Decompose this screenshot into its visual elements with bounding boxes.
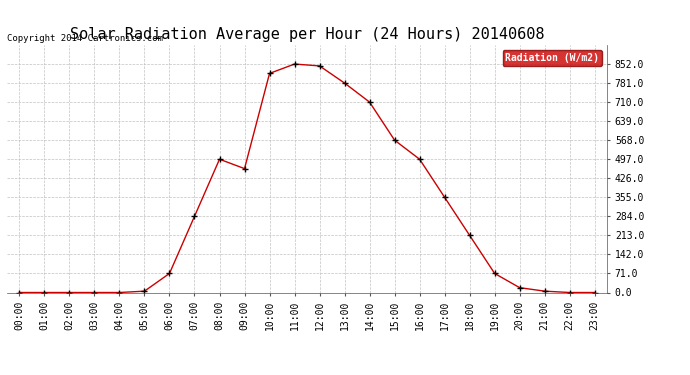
Text: Copyright 2014 Cartronics.com: Copyright 2014 Cartronics.com <box>7 33 163 42</box>
Title: Solar Radiation Average per Hour (24 Hours) 20140608: Solar Radiation Average per Hour (24 Hou… <box>70 27 544 42</box>
Legend: Radiation (W/m2): Radiation (W/m2) <box>502 50 602 66</box>
